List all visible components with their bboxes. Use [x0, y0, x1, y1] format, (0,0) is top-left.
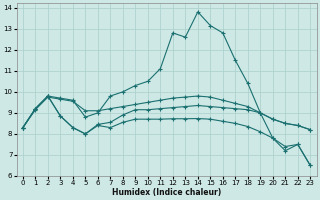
X-axis label: Humidex (Indice chaleur): Humidex (Indice chaleur) [112, 188, 221, 197]
